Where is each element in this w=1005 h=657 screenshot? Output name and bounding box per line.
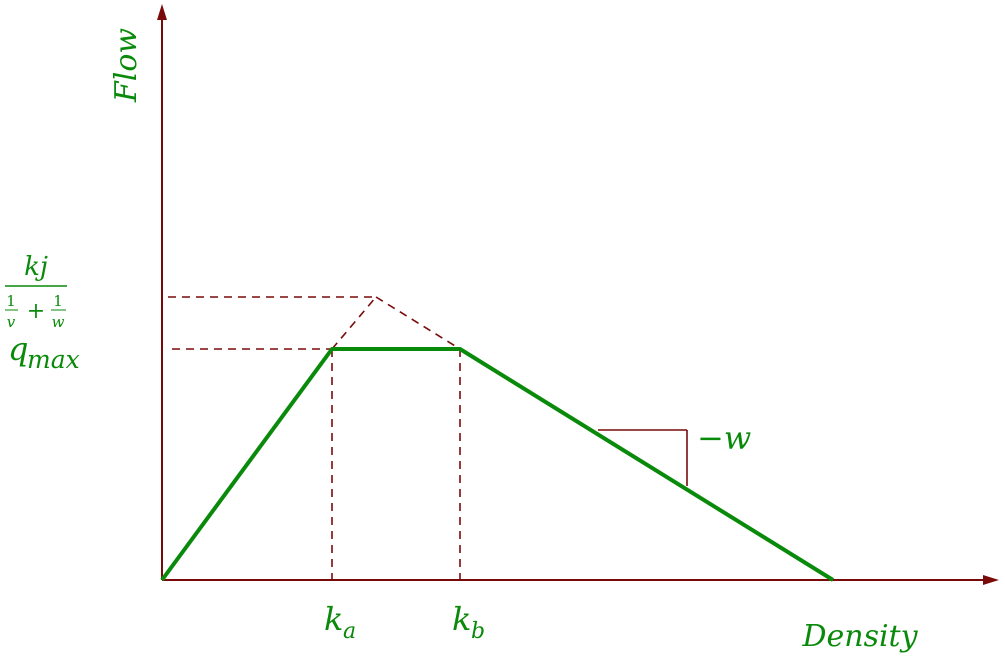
qmax-label: q max xyxy=(8,330,80,374)
fraction-denominator-v: v xyxy=(7,313,16,331)
x-axis-arrow xyxy=(983,575,999,585)
x-axis-label: Density xyxy=(801,619,918,654)
guide-triangle-left xyxy=(331,296,377,350)
theoretical-max-fraction: kj 1 v + 1 w xyxy=(5,252,67,331)
kb-label: k b xyxy=(452,600,485,644)
ka-subscript: a xyxy=(343,619,356,644)
slope-label: −w xyxy=(697,419,751,457)
fraction-denominator-one-b: 1 xyxy=(53,292,63,310)
guide-triangle-right xyxy=(375,296,461,350)
kb-subscript: b xyxy=(471,619,485,644)
fraction-numerator: kj xyxy=(24,252,48,282)
ka-k: k xyxy=(324,600,343,638)
flow-density-curve xyxy=(160,347,835,582)
qmax-q: q xyxy=(8,330,28,368)
kb-k: k xyxy=(452,600,471,638)
fraction-denominator-one-a: 1 xyxy=(6,292,16,310)
y-axis-label: Flow xyxy=(109,28,144,103)
y-axis-arrow xyxy=(157,4,167,20)
fraction-denominator-plus: + xyxy=(27,299,45,324)
fraction-denominator-w: w xyxy=(52,313,65,331)
qmax-subscript: max xyxy=(27,345,80,374)
ka-label: k a xyxy=(324,600,356,644)
